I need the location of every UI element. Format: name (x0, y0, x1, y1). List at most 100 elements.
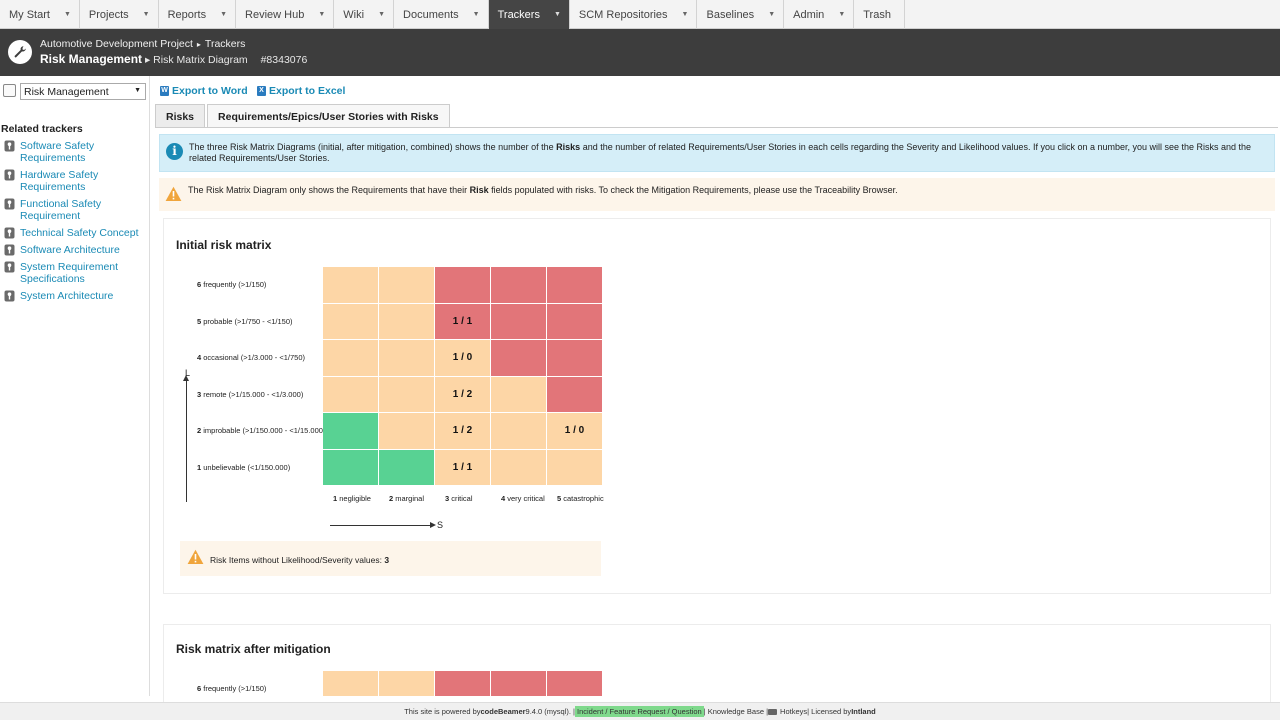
mitigation-likelihood-num: 6 (197, 684, 202, 693)
export-word-label: Export to Word (172, 85, 248, 97)
related-tracker-item[interactable]: System Architecture (4, 290, 150, 302)
tracker-icon (4, 227, 15, 239)
related-tracker-item[interactable]: Software Architecture (4, 244, 150, 256)
related-tracker-link[interactable]: System Architecture (20, 290, 114, 302)
likelihood-level-label: 4 occasional (>1/3.000 - <1/750) (197, 353, 305, 362)
risk-matrix-cell[interactable]: 1 / 1 (435, 449, 490, 485)
footer-vendor: Intland (851, 707, 876, 716)
risk-count-link[interactable]: 1 / 0 (564, 425, 585, 437)
risk-count-link[interactable]: 1 / 2 (452, 425, 473, 437)
risk-count-link[interactable]: 1 / 2 (452, 388, 473, 400)
breadcrumb-trackers[interactable]: Trackers (204, 38, 246, 50)
nav-tab-review-hub[interactable]: Review Hub ▼ (236, 0, 335, 29)
nav-tab-baselines[interactable]: Baselines ▼ (697, 0, 785, 29)
mitigation-likelihood-text: frequently (>1/150) (201, 684, 267, 693)
related-tracker-item[interactable]: Functional Safety Requirement (4, 198, 150, 222)
chevron-down-icon[interactable]: ▼ (838, 11, 846, 18)
risk-matrix-cell (547, 340, 602, 376)
nav-tab-my-start[interactable]: My Start ▼ (0, 0, 80, 29)
tracker-type-icon (3, 84, 16, 97)
chevron-down-icon[interactable]: ▼ (681, 11, 689, 18)
risk-matrix-cell (323, 267, 378, 303)
warning-icon (187, 549, 204, 567)
related-tracker-link[interactable]: Functional Safety Requirement (20, 198, 102, 222)
tracker-select[interactable]: Risk Management ▼ (20, 83, 146, 100)
nav-tab-documents[interactable]: Documents ▼ (394, 0, 489, 29)
risk-matrix-cell (379, 449, 434, 485)
export-excel-label: Export to Excel (269, 85, 346, 97)
related-tracker-item[interactable]: Software Safety Requirements (4, 140, 150, 164)
footer-hotkeys-link[interactable]: Hotkeys (780, 707, 808, 716)
related-tracker-link[interactable]: Software Architecture (20, 244, 120, 256)
tab-risks[interactable]: Risks (155, 104, 206, 128)
nav-tab-wiki[interactable]: Wiki ▼ (334, 0, 395, 29)
related-tracker-link[interactable]: Technical Safety Concept (20, 227, 139, 239)
severity-level-text: negligible (337, 494, 371, 503)
severity-level-label: 4 very critical (501, 494, 545, 503)
chevron-down-icon[interactable]: ▼ (142, 11, 150, 18)
related-trackers-title: Related trackers (1, 123, 83, 135)
likelihood-level-num: 5 (197, 316, 202, 326)
tab-divider (155, 127, 1278, 128)
related-tracker-item[interactable]: Technical Safety Concept (4, 227, 150, 239)
nav-tab-label: Baselines (706, 8, 755, 21)
chevron-down-icon[interactable]: ▼ (63, 11, 71, 18)
likelihood-level-label: 1 unbelievable (<1/150.000) (197, 463, 290, 472)
risk-count-link[interactable]: 1 / 1 (452, 315, 473, 327)
footer-incident-link[interactable]: Incident / Feature Request / Question (575, 706, 704, 717)
word-icon: W (160, 86, 169, 96)
nav-tab-reports[interactable]: Reports ▼ (159, 0, 237, 29)
footer-version: 9.4.0 (mysql). | (525, 707, 576, 716)
chevron-down-icon[interactable]: ▼ (768, 11, 776, 18)
footer-knowledge-base-link[interactable]: | Knowledge Base | (703, 707, 769, 716)
sidebar: Risk Management ▼ Related trackers Softw… (0, 76, 150, 696)
likelihood-level-text: frequently (>1/150) (201, 280, 267, 289)
risk-matrix-cell[interactable]: 1 / 2 (435, 413, 490, 449)
mitigation-cell (491, 671, 546, 696)
likelihood-level-label: 6 frequently (>1/150) (197, 280, 266, 289)
chevron-down-icon[interactable]: ▼ (553, 11, 561, 18)
nav-tab-label: My Start (9, 8, 50, 21)
chevron-down-icon[interactable]: ▼ (220, 11, 228, 18)
tracker-name[interactable]: Risk Management (40, 52, 143, 66)
related-tracker-link[interactable]: Software Safety Requirements (20, 140, 95, 164)
risk-matrix-cell[interactable]: 1 / 2 (435, 376, 490, 412)
breadcrumb-project[interactable]: Automotive Development Project (40, 38, 193, 50)
footer-powered: This site is powered by (404, 707, 481, 716)
related-tracker-link[interactable]: Hardware Safety Requirements (20, 169, 99, 193)
no-values-count[interactable]: 3 (384, 555, 390, 565)
risk-count-link[interactable]: 1 / 0 (452, 352, 473, 364)
wrench-icon (8, 40, 32, 64)
risk-matrix-cell[interactable]: 1 / 0 (435, 340, 490, 376)
mitigation-likelihood-label: 6 frequently (>1/150) (197, 684, 266, 693)
related-trackers-list: Software Safety Requirements Hardware Saf… (4, 140, 150, 307)
related-tracker-link[interactable]: System Requirement Specifications (20, 261, 119, 285)
tab-requirements-with-risks[interactable]: Requirements/Epics/User Stories with Ris… (207, 104, 450, 128)
likelihood-axis (183, 375, 189, 502)
risk-matrix-cell[interactable]: 1 / 0 (547, 413, 602, 449)
nav-tab-scm-repositories[interactable]: SCM Repositories ▼ (570, 0, 698, 29)
risk-matrix-cell (323, 376, 378, 412)
severity-level-text: critical (449, 494, 473, 503)
chevron-down-icon[interactable]: ▼ (318, 11, 326, 18)
chevron-down-icon[interactable]: ▼ (472, 11, 480, 18)
related-tracker-item[interactable]: System Requirement Specifications (4, 261, 150, 285)
tab-bar: Risks Requirements/Epics/User Stories wi… (155, 104, 452, 128)
nav-tab-trash[interactable]: Trash (854, 0, 905, 29)
nav-tab-label: Projects (88, 8, 129, 21)
title-separator: ▸ (144, 54, 151, 66)
breadcrumb-separator: ▸ (196, 40, 201, 49)
risk-matrix-cell[interactable]: 1 / 1 (435, 303, 490, 339)
export-word-button[interactable]: W Export to Word (160, 85, 248, 97)
tracker-icon (4, 140, 15, 152)
risk-matrix-cell (547, 303, 602, 339)
related-tracker-item[interactable]: Hardware Safety Requirements (4, 169, 150, 193)
risk-count-link[interactable]: 1 / 1 (452, 461, 473, 473)
nav-tab-label: Review Hub (245, 8, 305, 21)
nav-tab-admin[interactable]: Admin ▼ (784, 0, 855, 29)
chevron-down-icon[interactable]: ▼ (378, 11, 386, 18)
export-excel-button[interactable]: X Export to Excel (257, 85, 345, 97)
excel-icon: X (257, 86, 266, 96)
nav-tab-trackers[interactable]: Trackers ▼ (488, 0, 570, 29)
nav-tab-projects[interactable]: Projects ▼ (80, 0, 159, 29)
